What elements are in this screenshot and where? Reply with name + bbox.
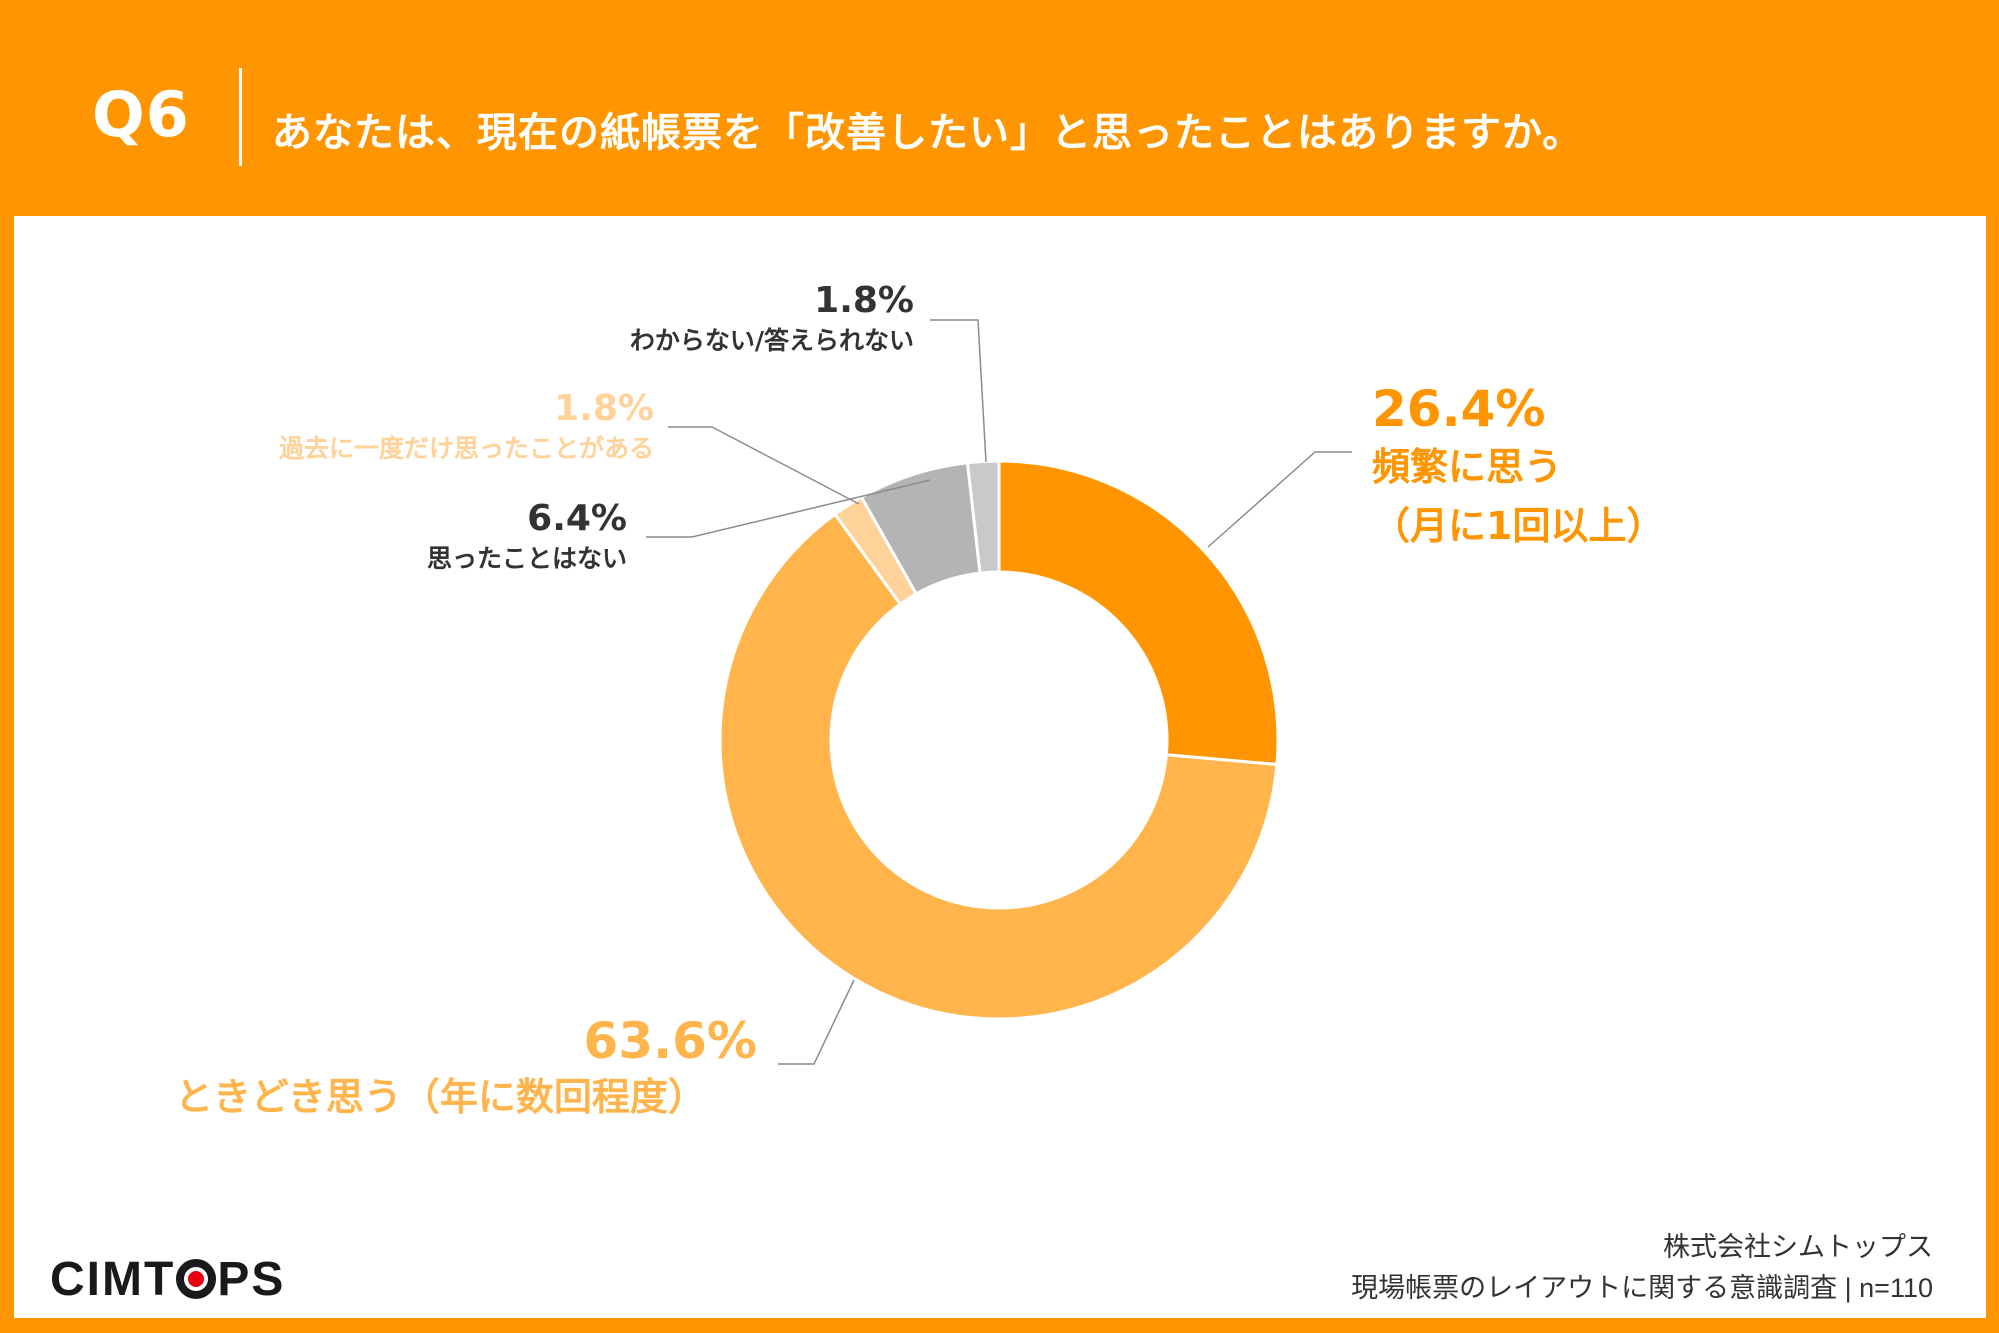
logo-mark-icon: [176, 1259, 217, 1299]
leader-line-never: [646, 479, 931, 538]
slice-unknown: [965, 459, 1001, 575]
question-number: Q6: [92, 78, 190, 151]
label-once-text: 過去に一度だけ思ったことがある: [278, 434, 654, 463]
label-frequent-line2: （月に1回以上）: [1372, 504, 1665, 548]
label-sometimes-text: ときどき思う（年に数回程度）: [175, 1075, 706, 1119]
label-sometimes: 63.6%: [584, 1012, 757, 1070]
label-once-value: 1.8%: [554, 388, 654, 429]
leader-line-sometimes: [778, 979, 855, 1065]
label-never-text: 思ったことはない: [426, 544, 627, 573]
label-never: 6.4% 思ったことはない: [427, 498, 627, 575]
question-text: あなたは、現在の紙帳票を「改善したい」と思ったことはありますか。: [272, 110, 1584, 156]
leader-line-unknown: [930, 319, 987, 463]
label-frequent-line1: 頻繁に思う: [1372, 445, 1563, 489]
label-never-value: 6.4%: [527, 498, 627, 539]
header: Q6 あなたは、現在の紙帳票を「改善したい」と思ったことはありますか。: [0, 0, 1999, 216]
company-name: 株式会社シムトップス: [1663, 1232, 1933, 1262]
label-unknown-text: わからない/答えられない: [629, 326, 914, 355]
logo-text-right: PS: [217, 1253, 286, 1306]
chart-panel: [14, 216, 1986, 1318]
label-unknown-value: 1.8%: [814, 280, 914, 321]
logo-text-left: CIMT: [50, 1253, 176, 1306]
label-sometimes-value: 63.6%: [583, 1012, 757, 1070]
label-once: 1.8% 過去に一度だけ思ったことがある: [279, 388, 654, 465]
slice-sometimes: [718, 512, 1279, 1021]
leader-line-frequent: [1207, 451, 1352, 548]
label-unknown: 1.8% わからない/答えられない: [630, 280, 914, 357]
label-frequent: 26.4% 頻繁に思う （月に1回以上）: [1372, 380, 1664, 550]
label-frequent-value: 26.4%: [1372, 380, 1546, 438]
header-divider: [239, 68, 242, 166]
survey-name: 現場帳票のレイアウトに関する意識調査 | n=110: [1351, 1273, 1933, 1303]
leader-line-once: [668, 426, 860, 505]
slice-frequent: [997, 459, 1280, 767]
cimtops-logo: CIMT PS: [50, 1252, 285, 1307]
